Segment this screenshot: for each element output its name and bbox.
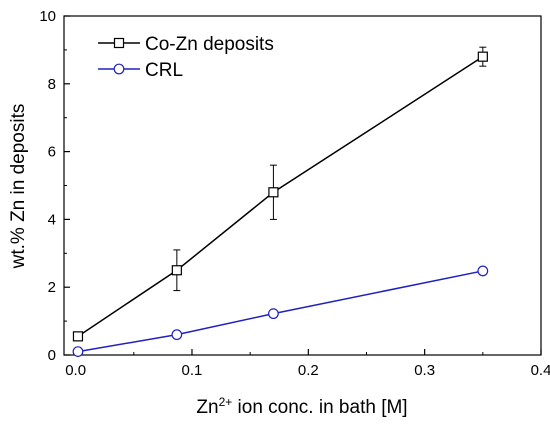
y-tick-label: 0: [48, 347, 56, 364]
data-point-crl: [269, 309, 279, 319]
data-point-crl: [478, 266, 488, 276]
y-tick-label: 8: [48, 76, 56, 93]
legend-marker-crl: [114, 64, 124, 74]
data-point-crl: [172, 330, 182, 340]
x-tick-label: 0.0: [65, 362, 86, 379]
legend-label-co-zn: Co-Zn deposits: [145, 34, 274, 55]
data-point-crl: [73, 347, 83, 357]
x-tick-label: 0.2: [298, 362, 319, 379]
x-axis-label: Zn2+ ion conc. in bath [M]: [196, 395, 407, 418]
data-point-co-zn-deposits: [172, 266, 181, 275]
x-tick-label: 0.3: [414, 362, 435, 379]
data-point-co-zn-deposits: [478, 52, 487, 61]
series-line-co-zn-deposits: [78, 57, 483, 337]
plot-area: [64, 16, 541, 355]
y-tick-label: 10: [39, 8, 56, 25]
legend: Co-Zn deposits CRL: [98, 34, 274, 81]
y-axis-label: wt.% Zn in deposits: [8, 104, 29, 270]
x-tick-label: 0.4: [531, 362, 550, 379]
legend-label-crl: CRL: [145, 60, 183, 81]
plot-frame: [64, 16, 541, 355]
legend-marker-co-zn: [115, 39, 124, 48]
data-point-co-zn-deposits: [73, 332, 82, 341]
data-marks: [73, 47, 487, 356]
x-axis-label-suffix: ion conc. in bath [M]: [232, 397, 407, 418]
y-tick-label: 6: [48, 144, 56, 161]
series-line-crl: [78, 271, 483, 352]
y-tick-label: 4: [48, 211, 56, 228]
data-point-co-zn-deposits: [269, 188, 278, 197]
x-tick-label: 0.1: [182, 362, 203, 379]
y-tick-label: 2: [48, 279, 56, 296]
x-axis-label-superscript: 2+: [219, 395, 233, 409]
x-axis-label-prefix: Zn: [196, 397, 218, 418]
